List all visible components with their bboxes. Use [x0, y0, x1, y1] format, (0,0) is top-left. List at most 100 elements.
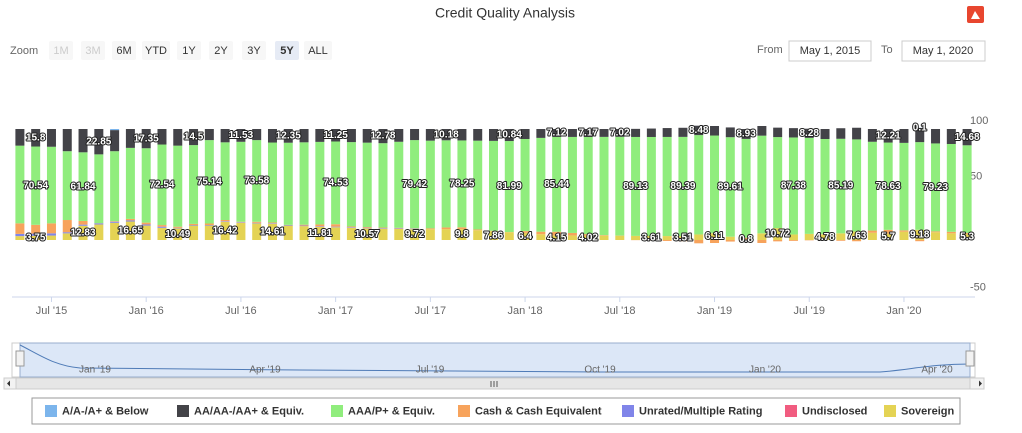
data-label: 11.53 [229, 130, 254, 141]
pdf-icon[interactable] [967, 6, 984, 23]
bar-segment [220, 220, 230, 222]
bar-segment [410, 140, 420, 229]
bar-segment [520, 138, 530, 232]
bar-segment [220, 129, 230, 143]
bar-segment [504, 141, 514, 233]
legend-label[interactable]: AAA/P+ & Equiv. [348, 405, 435, 417]
bar-segment [457, 227, 467, 230]
bar-segment [662, 240, 672, 241]
bar-segment [646, 136, 656, 236]
bar-segment [915, 229, 925, 240]
bar-segment [536, 234, 546, 240]
navigator-label: Jan '19 [79, 365, 111, 376]
legend-label[interactable]: AA/AA-/AA+ & Equiv. [194, 405, 304, 417]
zoom-button-label[interactable]: ALL [308, 45, 328, 57]
from-input[interactable] [788, 40, 872, 62]
data-label: 0.8 [739, 234, 753, 245]
legend-label[interactable]: Sovereign [901, 405, 954, 417]
bar-segment [46, 223, 56, 234]
bar-segment [315, 226, 325, 240]
bar-segment [441, 229, 451, 240]
zoom-button[interactable] [209, 41, 233, 60]
bar-segment [899, 129, 909, 143]
zoom-button[interactable] [242, 41, 266, 60]
zoom-button-label[interactable]: 6M [116, 45, 131, 57]
scrollbar[interactable] [3, 377, 985, 390]
bar-segment [836, 128, 846, 139]
data-label: 15.8 [26, 132, 46, 143]
pdf-icon-glyph [971, 11, 980, 19]
bar-segment [899, 142, 909, 231]
data-label: 81.99 [497, 181, 522, 192]
bar-segment [220, 221, 230, 222]
navigator-handle[interactable] [15, 350, 25, 367]
bar-segment [773, 240, 783, 242]
bar-segment [741, 239, 751, 240]
zoom-button-label[interactable]: YTD [145, 45, 167, 57]
navigator[interactable] [11, 342, 976, 378]
legend-label[interactable]: Undisclosed [802, 405, 867, 417]
data-label: 85.44 [544, 179, 569, 190]
data-label: 14.5 [184, 132, 204, 143]
navigator-line [19, 344, 971, 373]
bar-segment [946, 129, 956, 144]
data-label: 10.84 [497, 130, 522, 141]
data-label: 78.63 [876, 181, 901, 192]
bar-segment [236, 221, 246, 223]
bar-segment [125, 220, 135, 222]
bar-segment [299, 226, 309, 240]
legend-swatch[interactable] [331, 405, 343, 417]
bar-segment [283, 225, 293, 226]
legend-label[interactable]: Cash & Cash Equivalent [475, 405, 602, 417]
bar-segment [820, 234, 830, 240]
chart-title: Credit Quality Analysis [435, 5, 575, 21]
bar-segment [962, 145, 972, 233]
legend-swatch[interactable] [177, 405, 189, 417]
navigator-label: Jan '20 [749, 365, 781, 376]
bar-segment [157, 144, 167, 226]
to-input[interactable] [901, 40, 986, 62]
bar-segment [773, 127, 783, 138]
legend-label[interactable]: A/A-/A+ & Below [62, 405, 149, 417]
zoom-button-label[interactable]: 1Y [182, 45, 196, 57]
bar-segment [125, 129, 135, 148]
bar-segment [331, 227, 341, 240]
bar-segment [489, 140, 498, 231]
bar-segment [457, 229, 467, 240]
bar-segment [110, 129, 120, 131]
legend-label[interactable]: Unrated/Multiple Rating [639, 405, 762, 417]
bar-segment [315, 224, 325, 227]
data-label: 78.25 [449, 179, 474, 190]
bar-segment [852, 240, 862, 242]
bar-segment [110, 130, 120, 152]
legend-swatch[interactable] [622, 405, 634, 417]
bar-segment [457, 140, 467, 228]
bar-segment [694, 234, 704, 240]
bar-segment [820, 138, 830, 235]
from-value[interactable]: May 1, 2015 [800, 45, 861, 57]
legend-swatch[interactable] [458, 405, 470, 417]
bar-segment [536, 129, 546, 138]
legend-swatch[interactable] [884, 405, 896, 417]
bar-segment [867, 141, 877, 231]
bar-segment [252, 129, 262, 141]
scrollbar-thumb[interactable] [15, 377, 971, 390]
zoom-button[interactable] [304, 41, 332, 60]
bar-segment [346, 142, 356, 227]
legend-swatch[interactable] [45, 405, 57, 417]
bar-segment [962, 232, 972, 235]
data-label: 89.13 [623, 181, 648, 192]
bar-segment [615, 136, 625, 236]
zoom-button-label[interactable]: 3Y [247, 45, 261, 57]
zoom-button[interactable] [275, 41, 299, 60]
legend-swatch[interactable] [785, 405, 797, 417]
zoom-button[interactable] [142, 41, 170, 60]
bar-segment [867, 230, 877, 233]
zoom-button-label[interactable]: 5Y [280, 45, 294, 57]
to-value[interactable]: May 1, 2020 [913, 45, 974, 57]
zoom-button[interactable] [177, 41, 201, 60]
zoom-button-label[interactable]: 2Y [214, 45, 228, 57]
navigator-handle[interactable] [965, 350, 975, 367]
zoom-button[interactable] [112, 41, 136, 60]
bar-segment [141, 148, 151, 223]
